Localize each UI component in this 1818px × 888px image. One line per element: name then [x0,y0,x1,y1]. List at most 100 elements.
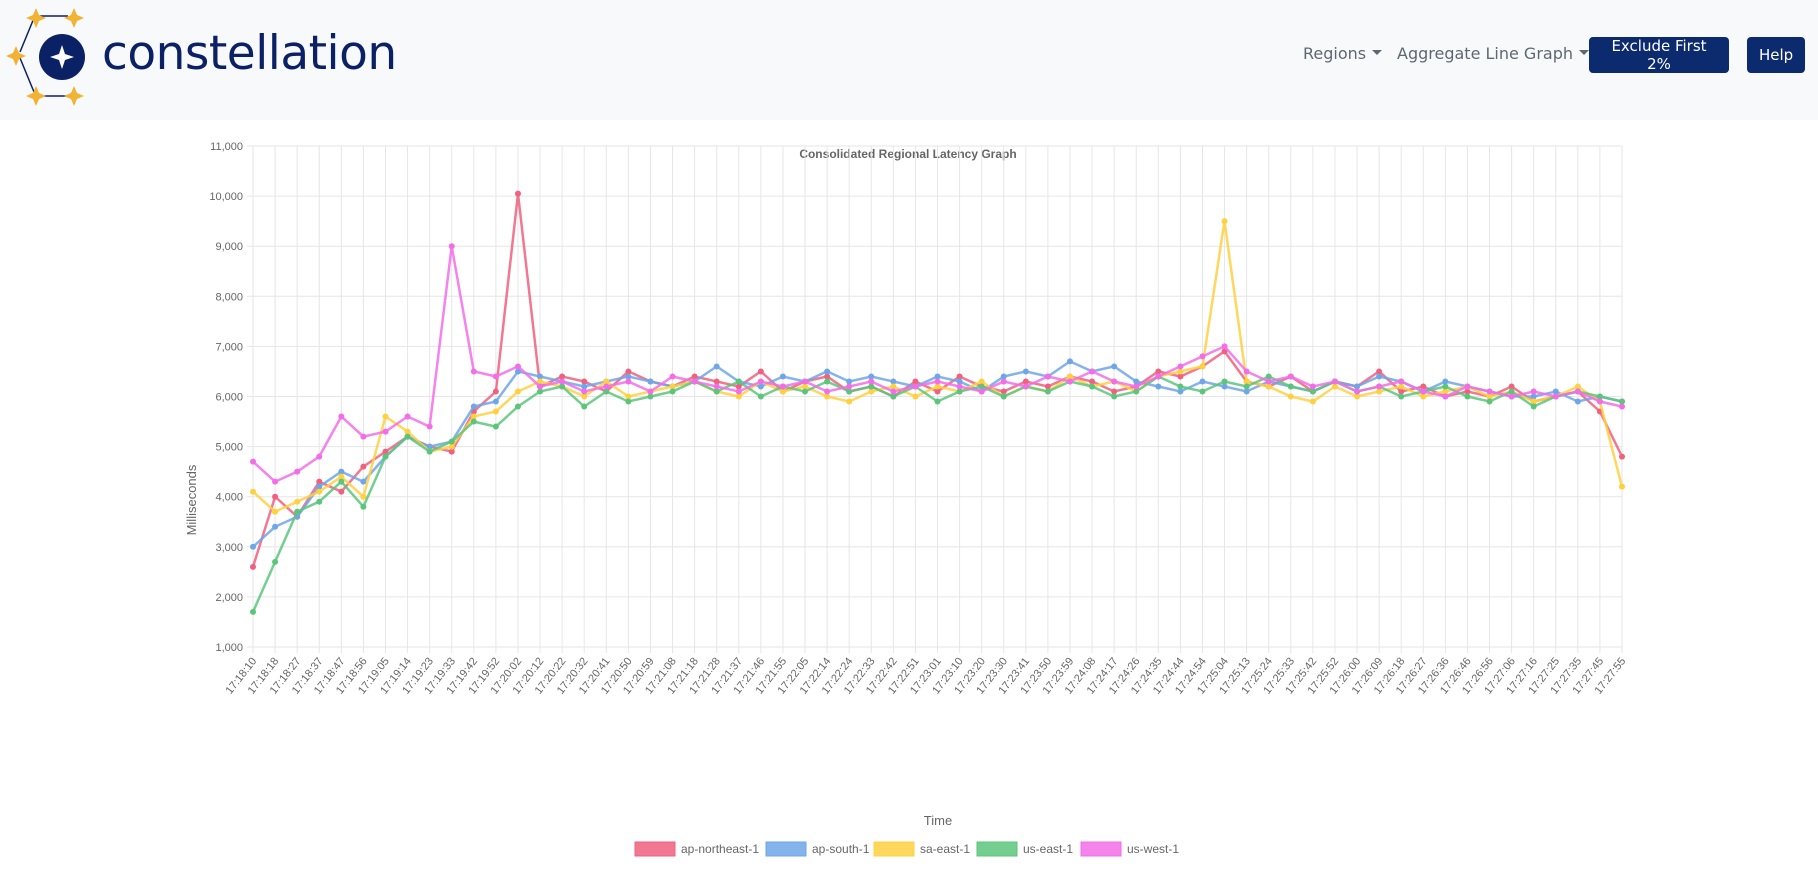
legend-label: us-east-1 [1023,842,1073,856]
data-point [382,413,389,420]
constellation-logo-icon[interactable] [6,6,100,110]
data-point [250,488,256,495]
help-button[interactable]: Help [1747,37,1805,73]
data-point [1619,483,1625,490]
data-point [735,378,742,385]
data-point [1486,398,1493,405]
data-point [691,373,698,380]
data-point [1398,388,1405,395]
exclude-first-button[interactable]: Exclude First 2% [1589,37,1729,73]
data-point [316,498,323,505]
data-point [1530,388,1537,395]
data-point [1111,363,1118,370]
data-point [757,368,764,375]
data-point [250,543,256,550]
data-point [537,373,544,380]
legend-swatch [634,841,676,857]
data-point [1243,368,1250,375]
data-point [1619,453,1625,460]
data-point [1111,388,1118,395]
data-point [470,413,477,420]
data-point [713,388,720,395]
data-point [1177,373,1184,380]
data-point [448,438,455,445]
data-point [272,558,279,565]
data-point [559,373,566,380]
data-point [250,458,256,465]
latency-chart: Consolidated Regional Latency Graph 1,00… [184,141,1628,857]
data-point [360,493,367,500]
data-point [338,473,345,480]
data-point [250,608,256,615]
y-tick-label: 8,000 [215,291,243,303]
x-axis-label: Time [924,813,952,828]
data-point [1420,388,1427,395]
data-point [426,443,433,450]
data-point [1530,403,1537,410]
y-tick-label: 6,000 [215,392,243,404]
data-point [272,508,279,515]
data-point [1177,363,1184,370]
view-dropdown-label: Aggregate Line Graph [1397,44,1573,63]
data-point [1508,388,1515,395]
data-point [581,393,588,400]
data-point [316,453,323,460]
data-point [779,383,786,390]
data-point [625,393,632,400]
data-point [1331,383,1338,390]
data-point [360,463,367,470]
data-point [470,368,477,375]
data-point [846,378,853,385]
data-point [1066,373,1073,380]
data-point [338,413,345,420]
data-point [757,393,764,400]
legend-label: sa-east-1 [920,842,970,856]
data-point [1221,383,1228,390]
data-point [1000,388,1007,395]
data-point [514,368,521,375]
data-point [514,403,521,410]
data-point [978,378,985,385]
data-point [1243,388,1250,395]
data-point [956,378,963,385]
data-point [1619,403,1625,410]
y-axis-ticks: 1,000 2,000 3,000 4,000 5,000 6,000 7,000 8,000… [209,141,243,654]
data-point [625,378,632,385]
data-point [1265,378,1272,385]
data-point [1486,388,1493,395]
data-point [1376,388,1383,395]
data-point [669,388,676,395]
data-point [1066,358,1073,365]
data-point [934,398,941,405]
y-tick-label: 5,000 [215,442,243,454]
chart-legend: ap-northeast-1 ap-south-1 sa-east-1 us-east… [634,841,1179,857]
data-point [250,563,256,570]
legend-swatch [1080,841,1122,857]
data-point [625,368,632,375]
data-point [934,378,941,385]
data-point [1000,378,1007,385]
data-point [1530,393,1537,400]
y-axis-label: Milliseconds [184,464,199,535]
data-point [360,503,367,510]
data-point [448,243,455,250]
data-point [514,190,521,197]
view-dropdown[interactable]: Aggregate Line Graph [1397,44,1589,63]
data-point [1022,383,1029,390]
data-point [757,383,764,390]
regions-dropdown[interactable]: Regions [1303,44,1383,63]
data-point [934,373,941,380]
data-point [890,378,897,385]
data-point [1089,383,1096,390]
brand-name[interactable]: constellation [102,26,397,81]
data-point [492,423,499,430]
legend-label: ap-south-1 [812,842,870,856]
data-point [272,523,279,530]
data-point [404,433,411,440]
data-point [713,383,720,390]
data-point [625,373,632,380]
data-point [1066,378,1073,385]
data-point [272,493,279,500]
data-point [360,433,367,440]
data-point [1199,388,1206,395]
